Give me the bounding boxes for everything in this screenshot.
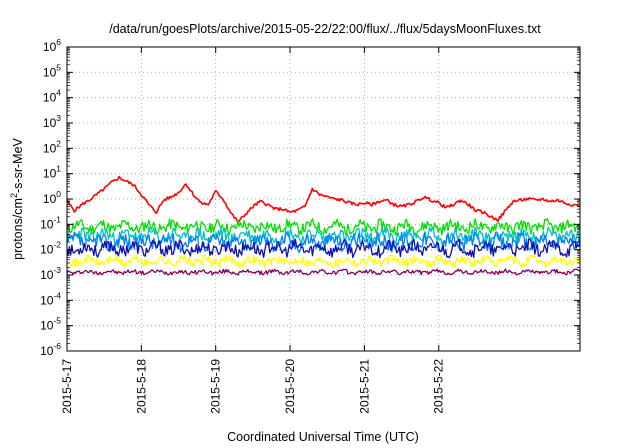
y-tick-label: 106 (43, 37, 61, 54)
x-tick-label: 2015-5-21 (357, 359, 371, 414)
x-axis: 2015-5-17 2015-5-18 2015-5-19 2015-5-20 2015… (60, 47, 446, 414)
series-group (66, 175, 581, 276)
x-tick-label: 2015-5-17 (60, 359, 74, 414)
y-tick-label: 10-5 (40, 316, 61, 333)
series-line-7 (66, 268, 581, 276)
y-tick-label: 101 (43, 164, 61, 181)
x-tick-label: 2015-5-18 (134, 359, 148, 414)
y-tick-label: 10-4 (40, 290, 61, 307)
x-axis-label: Coordinated Universal Time (UTC) (227, 430, 419, 444)
y-axis-label: protons/cm2-s-sr-MeV (9, 137, 25, 259)
series-line-6 (66, 254, 581, 269)
y-tick-label: 104 (43, 88, 61, 105)
y-axis-label-rest: -s-sr-MeV (11, 137, 25, 193)
y-axis-label-base: protons/cm (11, 198, 25, 260)
y-axis: 10-6 10-5 10-4 10-3 10-2 10-1 100 101 102 103 104 1… (40, 37, 580, 358)
y-tick-label: 10-6 (40, 341, 61, 358)
x-tick-label: 2015-5-19 (209, 359, 223, 414)
y-tick-label: 10-1 (40, 214, 61, 231)
series-line-1 (66, 175, 581, 224)
grid (67, 47, 580, 351)
y-tick-label: 100 (43, 189, 61, 206)
x-tick-label: 2015-5-20 (283, 359, 297, 414)
y-tick-label: 105 (43, 62, 61, 79)
series-line-4 (66, 231, 581, 253)
y-tick-label: 10-3 (40, 265, 61, 282)
y-tick-label: 103 (43, 113, 61, 130)
y-axis-label-sup: 2 (9, 193, 19, 198)
x-tick-label: 2015-5-22 (432, 359, 446, 414)
y-tick-label: 102 (43, 138, 61, 155)
chart-title: /data/run/goesPlots/archive/2015-05-22/2… (109, 22, 541, 36)
series-line-5 (66, 238, 581, 259)
series-line-2 (66, 218, 581, 236)
y-tick-label: 10-2 (40, 240, 61, 257)
